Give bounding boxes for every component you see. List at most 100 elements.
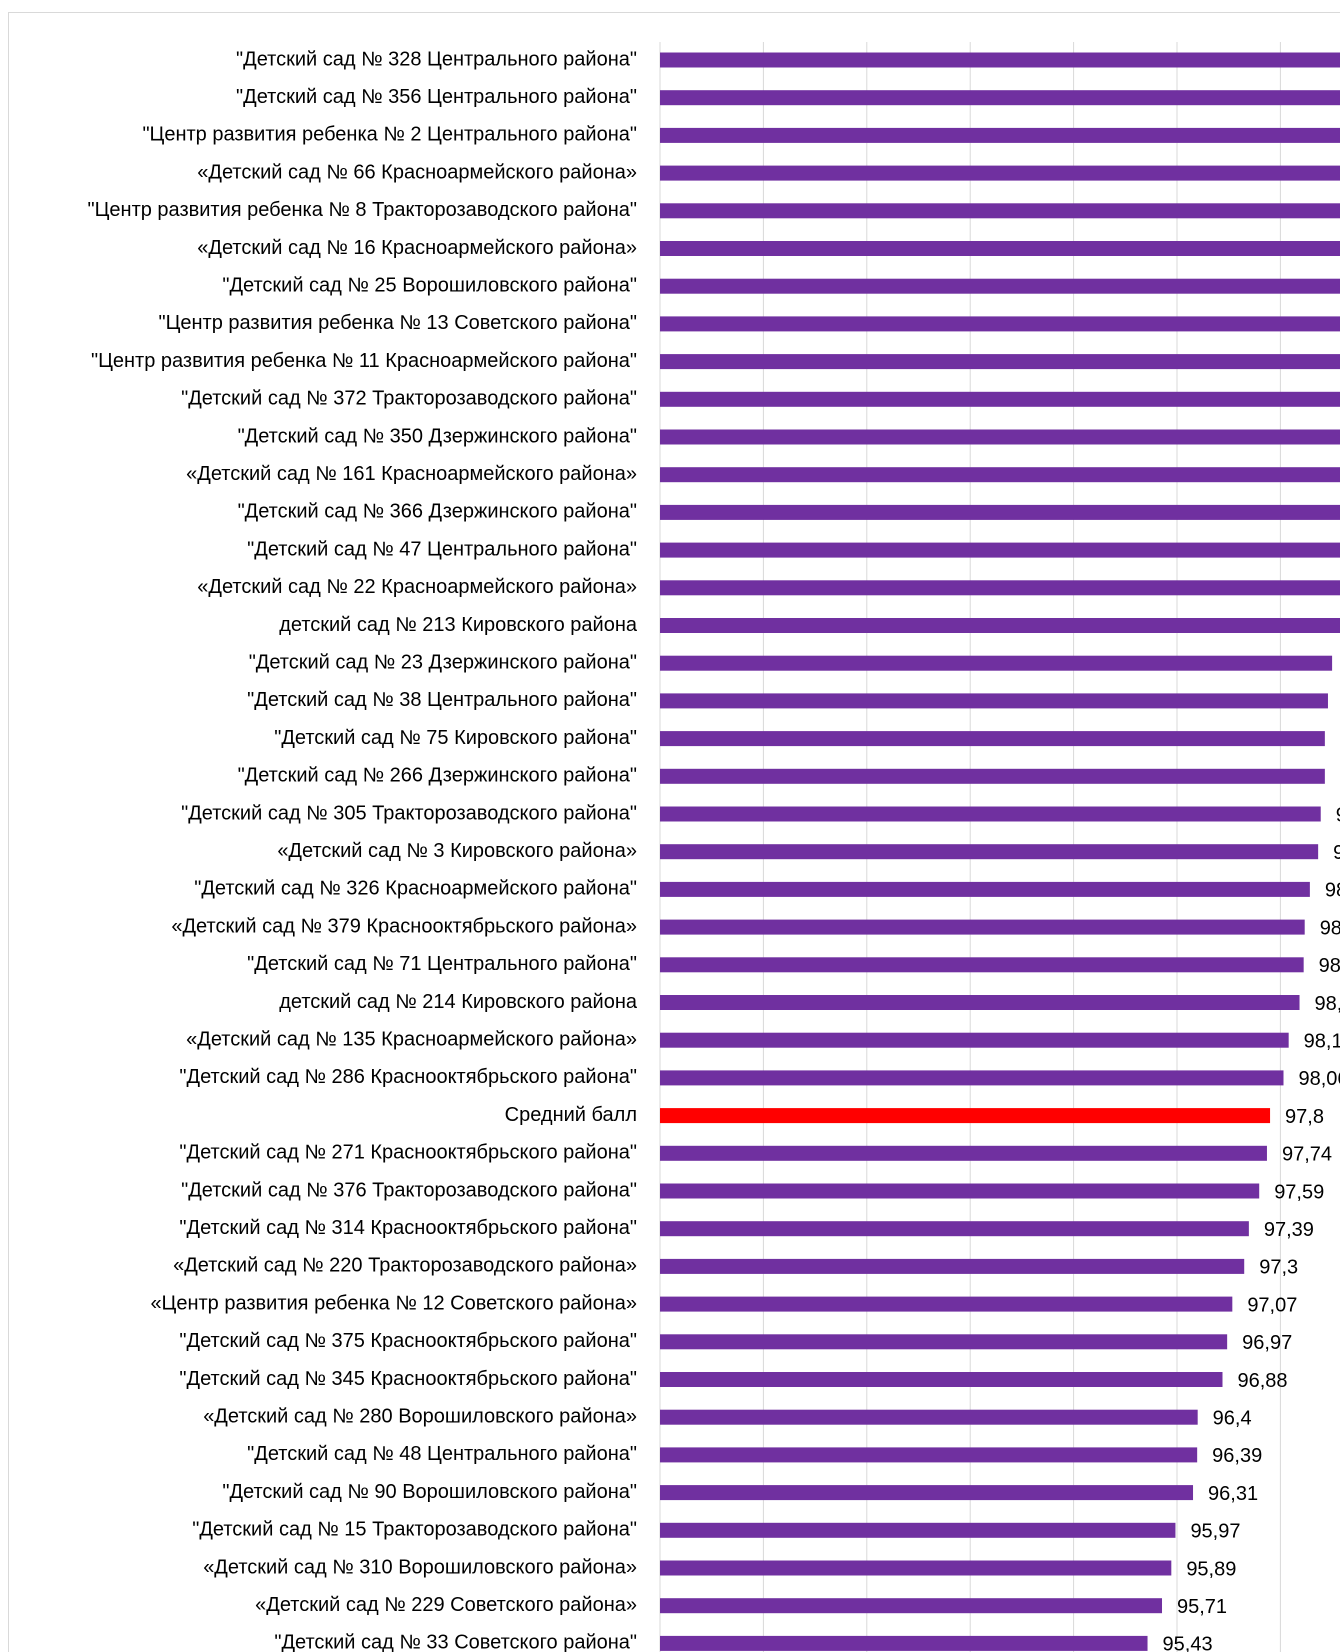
- bar: [660, 806, 1321, 822]
- y-tick-label: "Детский сад № 314 Краснооктябрьского ра…: [179, 1217, 637, 1239]
- bar: [660, 1560, 1172, 1576]
- bar: [660, 618, 1340, 633]
- bar: [660, 1485, 1194, 1501]
- data-label: 96,39: [1212, 1445, 1262, 1467]
- y-tick-label: "Детский сад № 366 Дзержинского района": [238, 501, 637, 523]
- bar: [660, 655, 1333, 671]
- data-label: 97,74: [1282, 1144, 1332, 1166]
- y-tick-label: "Детский сад № 350 Дзержинского района": [238, 425, 637, 447]
- y-tick-label: «Центр развития ребенка № 12 Советского …: [150, 1292, 637, 1314]
- data-label: 97,8: [1285, 1106, 1324, 1128]
- y-tick-label: «Детский сад № 66 Красноармейского район…: [197, 161, 637, 183]
- y-tick-label: «Детский сад № 220 Тракторозаводского ра…: [173, 1255, 637, 1277]
- y-tick-label: "Детский сад № 356 Центрального района": [236, 86, 637, 108]
- bar: [660, 1296, 1233, 1312]
- data-label: 96,97: [1242, 1332, 1292, 1354]
- y-tick-label: «Детский сад № 229 Советского района»: [255, 1594, 637, 1616]
- bar: [660, 203, 1340, 219]
- y-tick-label: "Детский сад № 326 Красноармейского райо…: [194, 878, 637, 900]
- bar: [660, 1258, 1245, 1274]
- bar: [660, 467, 1340, 483]
- bar: [660, 1635, 1148, 1651]
- y-tick-label: "Детский сад № 286 Краснооктябрьского ра…: [179, 1066, 637, 1088]
- bar: [660, 1522, 1176, 1538]
- bar: [660, 844, 1319, 860]
- bar: [660, 1334, 1228, 1350]
- data-label: 98,47: [1320, 917, 1340, 939]
- data-label: 96,4: [1213, 1407, 1252, 1429]
- y-tick-label: "Детский сад № 90 Ворошиловского района": [222, 1481, 637, 1503]
- data-label: 98,37: [1315, 993, 1340, 1015]
- y-tick-label: "Детский сад № 33 Советского района": [274, 1632, 637, 1652]
- y-tick-label: "Детский сад № 75 Кировского района": [274, 727, 637, 749]
- bar: [660, 429, 1340, 445]
- data-label: 96,31: [1208, 1483, 1258, 1505]
- data-label: 98,57: [1325, 880, 1340, 902]
- y-tick-label: "Центр развития ребенка № 8 Тракторозаво…: [88, 199, 637, 221]
- y-tick-label: "Детский сад № 305 Тракторозаводского ра…: [181, 802, 637, 824]
- y-tick-label: «Детский сад № 161 Красноармейского райо…: [186, 463, 637, 485]
- bar: [660, 1598, 1163, 1614]
- y-tick-label: «Детский сад № 379 Краснооктябрьского ра…: [171, 915, 637, 937]
- y-tick-label: Средний балл: [505, 1104, 637, 1126]
- data-label: 98,16: [1304, 1030, 1340, 1052]
- data-label: 95,43: [1163, 1634, 1213, 1652]
- y-tick-label: "Детский сад № 71 Центрального района": [247, 953, 637, 975]
- y-tick-label: детский сад № 213 Кировского района: [279, 614, 638, 636]
- y-tick-label: "Детский сад № 376 Тракторозаводского ра…: [181, 1179, 637, 1201]
- bar: [660, 1145, 1267, 1161]
- y-tick-label: "Детский сад № 15 Тракторозаводского рай…: [192, 1519, 637, 1541]
- data-label: 97,3: [1259, 1257, 1298, 1279]
- bar: [660, 278, 1340, 294]
- y-tick-label: "Детский сад № 375 Краснооктябрьского ра…: [179, 1330, 637, 1352]
- y-tick-label: "Детский сад № 47 Центрального района": [247, 538, 637, 560]
- y-tick-label: «Детский сад № 22 Красноармейского район…: [197, 576, 637, 598]
- bar: [660, 391, 1340, 407]
- bar: [660, 768, 1325, 784]
- bar: [660, 90, 1340, 106]
- data-label: 98,45: [1319, 955, 1340, 977]
- bar: [660, 1183, 1260, 1199]
- bar: [660, 693, 1328, 709]
- y-tick-label: "Центр развития ребенка № 2 Центрального…: [142, 124, 637, 146]
- data-label: 95,89: [1186, 1558, 1236, 1580]
- y-tick-label: «Детский сад № 310 Ворошиловского района…: [203, 1556, 637, 1578]
- y-tick-label: "Детский сад № 328 Центрального района": [236, 48, 637, 70]
- y-tick-label: "Детский сад № 25 Ворошиловского района": [222, 274, 637, 296]
- y-tick-label: "Детский сад № 38 Центрального района": [247, 689, 637, 711]
- y-tick-label: "Детский сад № 266 Дзержинского района": [238, 765, 637, 787]
- bar: [660, 1372, 1223, 1387]
- bar: [660, 1032, 1289, 1048]
- y-tick-label: «Детский сад № 135 Красноармейского райо…: [186, 1028, 637, 1050]
- y-tick-label: "Детский сад № 372 Тракторозаводского ра…: [181, 388, 637, 410]
- data-label: 98,73: [1333, 842, 1340, 864]
- y-tick-label: «Детский сад № 3 Кировского района»: [277, 840, 637, 862]
- y-tick-label: "Центр развития ребенка № 11 Красноармей…: [91, 350, 637, 372]
- bar: [660, 1409, 1198, 1425]
- bar: [660, 957, 1304, 973]
- bar: [660, 316, 1340, 332]
- bar: [660, 1108, 1271, 1124]
- y-tick-label: детский сад № 214 Кировского района: [279, 991, 638, 1013]
- data-label: 95,97: [1190, 1521, 1240, 1543]
- data-label: 95,71: [1177, 1596, 1227, 1618]
- data-label: 98,06: [1299, 1068, 1340, 1090]
- bar: [660, 1447, 1198, 1463]
- y-tick-label: "Детский сад № 23 Дзержинского района": [249, 651, 637, 673]
- data-label: 97,39: [1264, 1219, 1314, 1241]
- bar: [660, 731, 1325, 747]
- y-tick-label: "Детский сад № 345 Краснооктябрьского ра…: [179, 1368, 637, 1390]
- data-label: 96,88: [1237, 1370, 1287, 1392]
- bar: [660, 354, 1340, 370]
- data-label: 98,78: [1336, 804, 1340, 826]
- bar: [660, 881, 1310, 897]
- bar: [660, 1221, 1249, 1237]
- data-label: 97,59: [1274, 1181, 1324, 1203]
- bar: [660, 52, 1340, 68]
- bar: [660, 127, 1340, 143]
- bar: [660, 504, 1340, 520]
- y-tick-label: "Центр развития ребенка № 13 Советского …: [158, 312, 637, 334]
- y-tick-label: "Детский сад № 48 Центрального района": [247, 1443, 637, 1465]
